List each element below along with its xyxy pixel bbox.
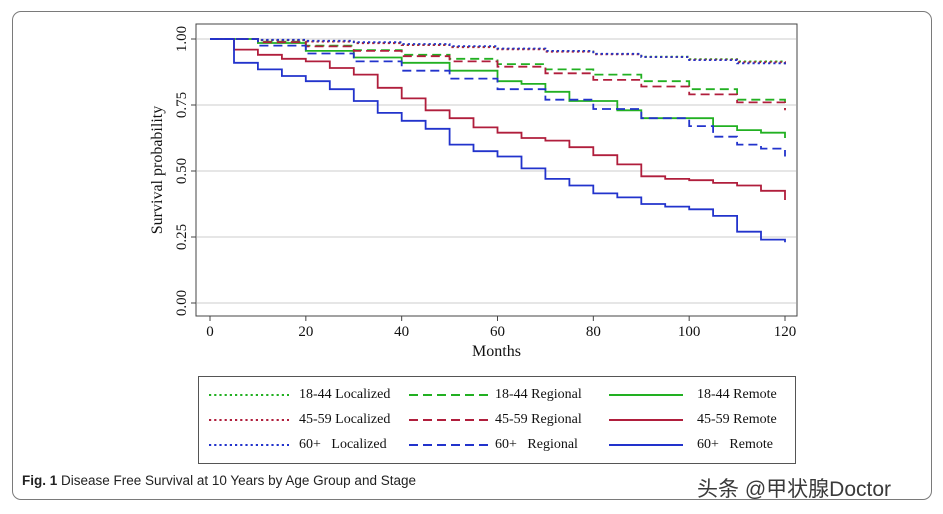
x-tick-label-2: 40 <box>394 324 409 340</box>
x-tick-label-3: 60 <box>490 324 505 340</box>
legend-swatch <box>209 419 289 421</box>
legend-item: 18-44 Regional <box>409 385 604 407</box>
legend-label: 45-59 Remote <box>697 412 777 427</box>
legend-swatch <box>609 394 683 396</box>
x-tick-label-5: 100 <box>678 324 701 340</box>
legend-item: 45-59 Regional <box>409 410 604 432</box>
y-tick-label-4: 1.00 <box>174 26 190 52</box>
legend-label: 45-59 Localized <box>299 412 391 427</box>
legend-swatch <box>209 394 289 396</box>
legend-item: 60+ Remote <box>609 435 789 457</box>
x-tick-label-4: 80 <box>586 324 601 340</box>
chart-legend: 18-44 Localized 18-44 Regional 18-44 Remot… <box>198 376 796 464</box>
x-tick-label-6: 120 <box>774 324 797 340</box>
legend-item: 18-44 Localized <box>209 385 404 407</box>
legend-swatch <box>609 419 683 421</box>
series-line-45-59-remote <box>210 38 786 200</box>
caption-label: Fig. 1 <box>22 473 58 488</box>
series-line-60plus-remote <box>210 38 786 243</box>
x-tick-label-0: 0 <box>206 324 214 340</box>
y-tick-label-2: 0.50 <box>174 158 190 184</box>
x-tick-label-1: 20 <box>298 324 313 340</box>
legend-swatch <box>609 444 683 446</box>
legend-label: 60+ Remote <box>697 437 773 452</box>
caption-text: Disease Free Survival at 10 Years by Age… <box>57 473 416 488</box>
survival-chart: 0.00 0.25 0.50 0.75 1.00 0 20 40 60 80 100 120 Month… <box>149 23 798 360</box>
legend-label: 60+ Localized <box>299 437 387 452</box>
legend-item: 60+ Regional <box>409 435 604 457</box>
legend-item: 60+ Localized <box>209 435 404 457</box>
legend-label: 60+ Regional <box>495 437 578 452</box>
y-axis-title: Survival probability <box>149 106 166 234</box>
y-tick-label-0: 0.00 <box>174 290 190 316</box>
legend-label: 18-44 Localized <box>299 387 391 402</box>
y-tick-label-1: 0.25 <box>174 224 190 250</box>
legend-item: 45-59 Remote <box>609 410 789 432</box>
series-line-60plus-regional <box>210 38 786 157</box>
legend-swatch <box>209 444 289 446</box>
legend-label: 18-44 Remote <box>697 387 777 402</box>
legend-swatch <box>409 394 491 396</box>
watermark: 头条 @甲状腺Doctor <box>697 478 892 501</box>
y-tick-label-3: 0.75 <box>174 92 190 118</box>
legend-label: 18-44 Regional <box>495 387 582 402</box>
legend-swatch <box>409 419 491 421</box>
legend-item: 18-44 Remote <box>609 385 789 407</box>
plot-area-border <box>195 23 798 317</box>
legend-label: 45-59 Regional <box>495 412 582 427</box>
figure-caption: Fig. 1 Disease Free Survival at 10 Years… <box>22 473 416 488</box>
legend-swatch <box>409 444 491 446</box>
x-axis-title: Months <box>472 343 521 360</box>
series-line-60plus-localized <box>210 38 786 67</box>
legend-item: 45-59 Localized <box>209 410 404 432</box>
